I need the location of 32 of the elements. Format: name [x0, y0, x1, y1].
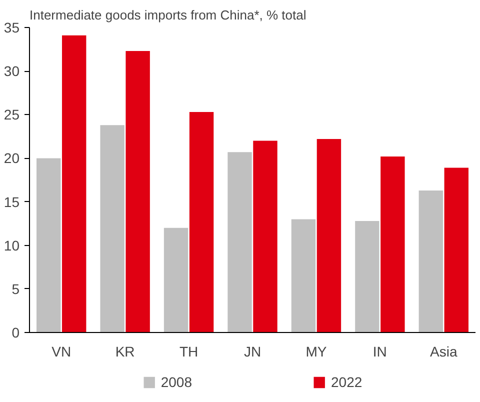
- y-tick-label: 25: [4, 106, 20, 123]
- bar: [418, 190, 444, 332]
- bar: [62, 35, 86, 332]
- y-tick-label: 35: [4, 20, 20, 36]
- legend-label: 2008: [160, 374, 192, 390]
- x-tick-label: TH: [179, 344, 198, 360]
- y-tick-label: 0: [12, 324, 20, 340]
- bar: [100, 125, 124, 332]
- y-tick-label: 10: [4, 237, 20, 254]
- legend-label: 2022: [331, 374, 362, 390]
- x-tick-label: VN: [52, 344, 72, 360]
- y-tick-label: 5: [12, 280, 20, 297]
- y-tick-label: 20: [4, 150, 20, 166]
- y-tick-label: 30: [4, 63, 20, 80]
- chart-title: Intermediate goods imports from China*, % total: [30, 8, 306, 22]
- bar: [316, 139, 342, 332]
- bar: [164, 228, 188, 332]
- bar: [444, 168, 468, 332]
- x-tick-label: MY: [306, 344, 328, 360]
- bar: [189, 112, 214, 332]
- x-tick-label: KR: [115, 344, 135, 360]
- y-tick-label: 15: [4, 194, 20, 210]
- bar: [355, 220, 380, 332]
- bar: [253, 140, 278, 332]
- bar: [291, 219, 316, 332]
- x-tick-label: IN: [372, 344, 387, 360]
- bar: [380, 156, 405, 332]
- x-tick-label: Asia: [430, 344, 458, 360]
- bar: [228, 152, 252, 332]
- bar: [126, 51, 150, 332]
- bar: [36, 158, 61, 332]
- x-tick-label: JN: [244, 344, 262, 360]
